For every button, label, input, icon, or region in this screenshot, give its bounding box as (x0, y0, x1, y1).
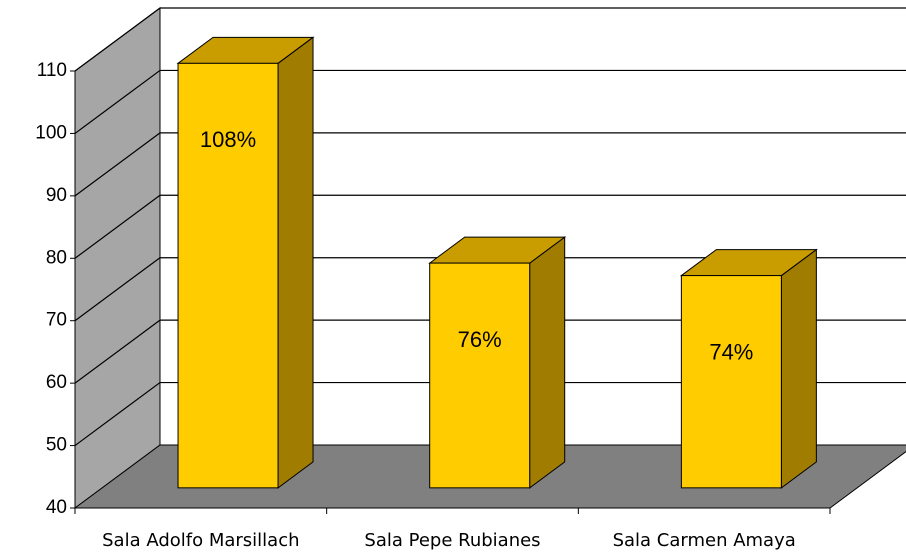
x-tick-label: Sala Adolfo Marsillach (102, 530, 299, 551)
grid-line (74, 381, 906, 447)
grid-line (74, 319, 906, 384)
x-tick-label: Sala Carmen Amaya (613, 530, 796, 551)
bar (429, 262, 531, 489)
side-wall (74, 7, 161, 509)
value-label: 108% (200, 127, 256, 152)
y-tick-label: 70 (46, 310, 67, 331)
y-tick-label: 110 (37, 60, 67, 81)
grid-line (74, 69, 906, 134)
value-label: 74% (709, 339, 753, 364)
value-label: 76% (458, 327, 502, 352)
bar-side (277, 36, 314, 489)
y-tick-label: 40 (46, 497, 67, 518)
bar (680, 275, 782, 489)
grid-line (74, 7, 906, 72)
bar-side (529, 236, 566, 489)
y-tick-label: 80 (46, 247, 67, 268)
x-tick-label: Sala Pepe Rubianes (364, 530, 540, 551)
y-tick-label: 100 (35, 122, 67, 143)
y-tick-label: 60 (46, 372, 67, 393)
bar (177, 62, 279, 489)
y-tick-label: 50 (46, 435, 67, 456)
grid-line (74, 257, 906, 322)
grid-line (74, 132, 906, 197)
grid-line (74, 194, 906, 259)
y-tick-label: 90 (46, 185, 67, 206)
bar-side (780, 248, 817, 489)
